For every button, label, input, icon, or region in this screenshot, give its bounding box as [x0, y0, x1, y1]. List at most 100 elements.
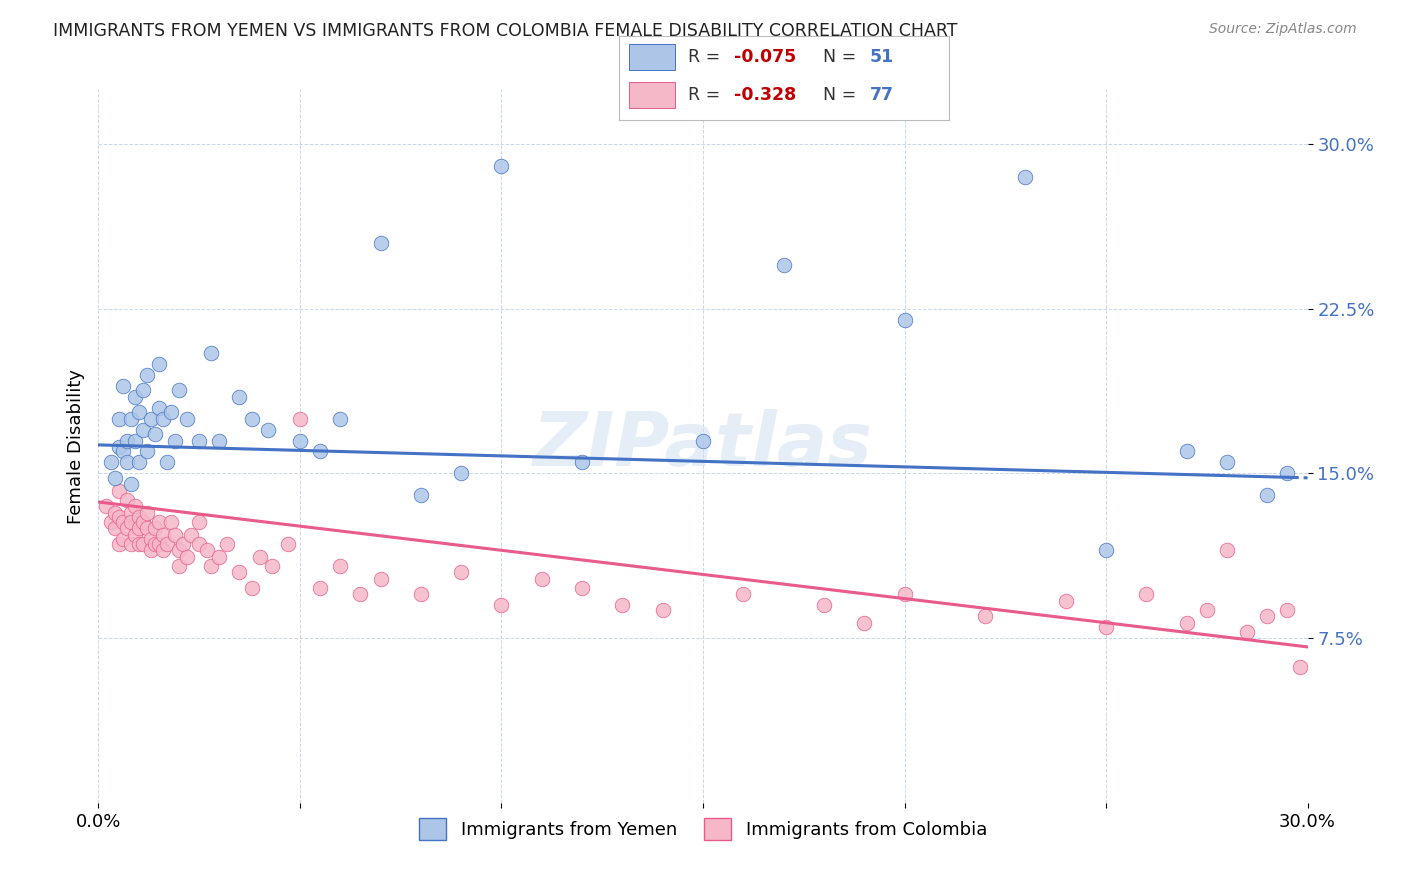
- Point: [167, 383, 190, 397]
- Point: [1256, 609, 1278, 624]
- Point: [160, 405, 183, 419]
- Text: -0.075: -0.075: [734, 48, 797, 66]
- Point: [217, 537, 239, 551]
- Point: [172, 537, 194, 551]
- Text: R =: R =: [688, 86, 725, 104]
- Point: [188, 515, 211, 529]
- Bar: [628, 44, 675, 70]
- Point: [160, 515, 183, 529]
- Point: [370, 572, 392, 586]
- Point: [176, 411, 198, 425]
- Point: [120, 537, 142, 551]
- Point: [1216, 455, 1239, 469]
- Point: [1216, 543, 1239, 558]
- Point: [132, 423, 155, 437]
- Point: [107, 440, 129, 454]
- Point: [277, 537, 299, 551]
- Point: [329, 558, 352, 573]
- Point: [249, 549, 271, 564]
- Point: [111, 515, 134, 529]
- Point: [450, 566, 472, 580]
- Point: [148, 515, 170, 529]
- Point: [124, 434, 146, 448]
- Point: [651, 602, 673, 616]
- Text: N =: N =: [824, 48, 862, 66]
- Point: [124, 500, 146, 514]
- Point: [409, 587, 432, 601]
- Point: [163, 528, 186, 542]
- Point: [1277, 467, 1299, 481]
- Text: -0.328: -0.328: [734, 86, 797, 104]
- Point: [135, 444, 157, 458]
- Point: [120, 515, 142, 529]
- Point: [180, 528, 202, 542]
- Point: [530, 572, 553, 586]
- Point: [139, 543, 162, 558]
- Point: [1277, 602, 1299, 616]
- Point: [124, 390, 146, 404]
- Y-axis label: Female Disability: Female Disability: [66, 368, 84, 524]
- Point: [107, 510, 129, 524]
- Point: [1014, 169, 1036, 184]
- Legend: Immigrants from Yemen, Immigrants from Colombia: Immigrants from Yemen, Immigrants from C…: [412, 811, 994, 847]
- Point: [893, 312, 915, 326]
- Point: [156, 455, 179, 469]
- Point: [152, 543, 174, 558]
- Point: [135, 521, 157, 535]
- Point: [107, 411, 129, 425]
- Point: [120, 411, 142, 425]
- Point: [128, 510, 150, 524]
- Point: [120, 477, 142, 491]
- Point: [152, 528, 174, 542]
- Point: [115, 455, 138, 469]
- Point: [107, 537, 129, 551]
- Point: [188, 434, 211, 448]
- Point: [612, 598, 634, 612]
- Point: [853, 615, 876, 630]
- Point: [1195, 602, 1218, 616]
- Point: [148, 401, 170, 415]
- Point: [1095, 543, 1118, 558]
- Bar: [628, 82, 675, 108]
- Point: [135, 506, 157, 520]
- Point: [571, 581, 593, 595]
- Text: 51: 51: [870, 48, 894, 66]
- Point: [208, 434, 231, 448]
- Point: [152, 411, 174, 425]
- Point: [208, 549, 231, 564]
- Point: [1175, 615, 1198, 630]
- Point: [115, 521, 138, 535]
- Point: [1095, 620, 1118, 634]
- Point: [167, 558, 190, 573]
- Point: [107, 483, 129, 498]
- Point: [167, 543, 190, 558]
- Point: [176, 549, 198, 564]
- Point: [370, 235, 392, 250]
- Point: [1288, 659, 1310, 673]
- Point: [1256, 488, 1278, 502]
- Point: [288, 434, 311, 448]
- Point: [143, 426, 166, 441]
- Point: [974, 609, 997, 624]
- Point: [349, 587, 371, 601]
- Point: [128, 521, 150, 535]
- Point: [128, 537, 150, 551]
- Point: [148, 357, 170, 371]
- Point: [156, 537, 179, 551]
- Point: [1054, 594, 1077, 608]
- Point: [103, 471, 125, 485]
- Point: [148, 537, 170, 551]
- Point: [111, 533, 134, 547]
- Point: [195, 543, 218, 558]
- Point: [733, 587, 755, 601]
- Point: [329, 411, 352, 425]
- Point: [139, 533, 162, 547]
- Point: [288, 411, 311, 425]
- Point: [111, 444, 134, 458]
- Point: [692, 434, 714, 448]
- Point: [571, 455, 593, 469]
- Point: [139, 411, 162, 425]
- Point: [120, 506, 142, 520]
- Point: [409, 488, 432, 502]
- Point: [240, 581, 263, 595]
